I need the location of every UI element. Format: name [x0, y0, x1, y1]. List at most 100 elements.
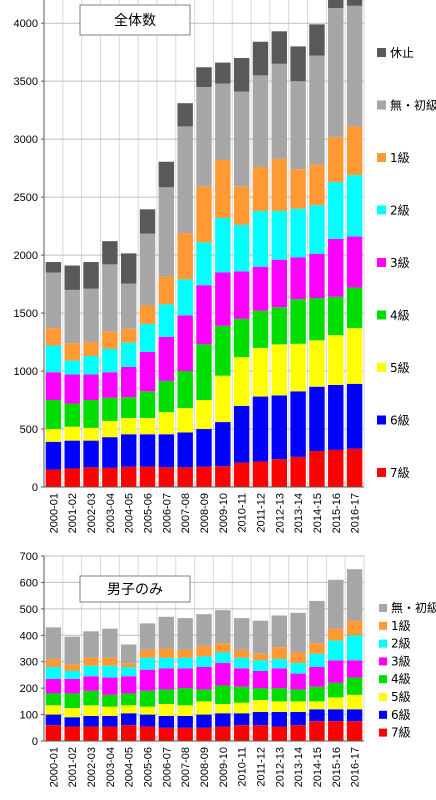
x-tick-label: 2003-04 — [105, 747, 117, 787]
bar-segment-2013-14-7 — [290, 612, 306, 653]
bar-segment-2010-11-1 — [233, 713, 250, 726]
bar-segment-2000-01-5 — [45, 345, 62, 373]
y-tick-label: 2000 — [14, 250, 38, 262]
chart-total-legend: 休止無・初級 1級 2級 3級 4級 5級 6級 7級 — [377, 46, 436, 480]
bar-segment-2013-14-1 — [290, 391, 306, 457]
bar-segment-2000-01-0 — [45, 725, 62, 741]
bar-segment-2007-08-7 — [177, 618, 193, 650]
x-tick-label: 2001-02 — [67, 747, 79, 787]
bar-segment-2012-13-4 — [271, 668, 288, 689]
bar-segment-2014-15-1 — [309, 709, 325, 722]
legend-swatch-4 — [379, 657, 387, 666]
bar-segment-2015-16-8 — [328, 0, 344, 9]
bar-segment-2008-09-7 — [196, 614, 212, 646]
bar-segment-2005-06-7 — [139, 233, 156, 306]
bar-segment-2016-17-5 — [346, 175, 363, 237]
bar-segment-2010-11-7 — [233, 618, 250, 650]
bar-segment-2009-10-3 — [215, 685, 231, 704]
bar-segment-2008-09-4 — [196, 285, 212, 345]
bar-segment-2012-13-7 — [271, 615, 288, 648]
bar-segment-2001-02-1 — [64, 440, 80, 469]
bar-segment-2011-12-4 — [252, 670, 269, 689]
bar-segment-2012-13-1 — [271, 711, 288, 727]
legend-swatch-0 — [377, 468, 386, 477]
x-tick-label: 2002-03 — [86, 747, 98, 787]
bar-segment-2013-14-0 — [290, 725, 306, 741]
legend-label-5: 2級 — [391, 637, 411, 651]
y-tick-label: 400 — [20, 630, 38, 642]
bar-segment-2015-16-0 — [328, 721, 344, 741]
bar-segment-2004-05-1 — [120, 434, 137, 467]
bar-segment-2013-14-7 — [290, 81, 306, 170]
bar-segment-2004-05-1 — [120, 713, 137, 726]
bar-segment-2007-08-2 — [177, 705, 193, 716]
bar-segment-2003-04-3 — [102, 397, 118, 421]
x-tick-label: 2006-07 — [161, 747, 173, 787]
bar-segment-2004-05-8 — [120, 253, 137, 284]
bar-segment-2004-05-4 — [120, 366, 137, 398]
bar-segment-2010-11-2 — [233, 357, 250, 406]
legend-label-0: 7級 — [391, 726, 411, 740]
bar-segment-2006-07-2 — [158, 704, 175, 716]
bar-segment-2009-10-4 — [215, 663, 231, 686]
legend-swatch-2 — [377, 363, 386, 372]
bar-segment-2003-04-6 — [102, 657, 118, 666]
bar-segment-2000-01-5 — [45, 667, 62, 679]
bar-segment-2009-10-0 — [215, 466, 231, 487]
bar-segment-2009-10-5 — [215, 652, 231, 664]
legend-label-1: 6級 — [391, 708, 411, 722]
bar-segment-2005-06-5 — [139, 657, 156, 670]
bar-segment-2011-12-1 — [252, 711, 269, 726]
bar-segment-2016-17-6 — [346, 620, 363, 636]
x-tick-label: 2008-09 — [199, 747, 211, 787]
y-tick-label: 0 — [32, 736, 38, 748]
bar-segment-2001-02-7 — [64, 636, 80, 665]
bar-segment-2002-03-4 — [83, 374, 99, 401]
x-tick-label: 2014-15 — [312, 493, 324, 533]
bar-segment-2002-03-0 — [83, 467, 99, 487]
bar-segment-2004-05-0 — [120, 466, 137, 487]
bar-segment-2016-17-5 — [346, 635, 363, 661]
bar-segment-2012-13-8 — [271, 31, 288, 64]
bar-segment-2001-02-4 — [64, 374, 80, 404]
y-tick-label: 2500 — [14, 192, 38, 204]
bar-segment-2006-07-6 — [158, 648, 175, 658]
bar-segment-2014-15-0 — [309, 451, 325, 487]
y-tick-label: 300 — [20, 657, 38, 669]
x-tick-label: 2008-09 — [199, 493, 211, 533]
bar-segment-2000-01-2 — [45, 429, 62, 442]
bar-segment-2007-08-0 — [177, 727, 193, 741]
bar-segment-2005-06-7 — [139, 623, 156, 650]
bar-segment-2006-07-7 — [158, 187, 175, 277]
bar-segment-2001-02-5 — [64, 670, 80, 679]
bar-segment-2010-11-8 — [233, 57, 250, 92]
bar-segment-2002-03-8 — [83, 262, 99, 289]
bar-segment-2001-02-5 — [64, 360, 80, 375]
bar-segment-2005-06-6 — [139, 305, 156, 325]
legend-label-6: 1級 — [391, 619, 411, 633]
bar-segment-2002-03-3 — [83, 400, 99, 428]
bar-segment-2005-06-6 — [139, 649, 156, 658]
bar-segment-2011-12-5 — [252, 211, 269, 267]
bar-segment-2008-09-5 — [196, 242, 212, 286]
x-tick-label: 2013-14 — [293, 493, 305, 533]
bar-segment-2013-14-6 — [290, 169, 306, 209]
bar-segment-2005-06-3 — [139, 690, 156, 707]
legend-swatch-6 — [377, 153, 386, 162]
legend-label-4: 3級 — [390, 256, 410, 270]
bar-segment-2004-05-3 — [120, 693, 137, 706]
y-tick-label: 500 — [20, 424, 38, 436]
bar-segment-2016-17-4 — [346, 236, 363, 288]
bar-segment-2007-08-7 — [177, 126, 193, 234]
bar-segment-2009-10-1 — [215, 422, 231, 467]
bar-segment-2015-16-6 — [328, 136, 344, 183]
bar-segment-2006-07-0 — [158, 727, 175, 741]
bar-segment-2006-07-7 — [158, 616, 175, 649]
bar-segment-2011-12-4 — [252, 266, 269, 311]
bar-segment-2013-14-5 — [290, 663, 306, 674]
x-tick-label: 2006-07 — [161, 493, 173, 533]
legend-swatch-7 — [377, 100, 386, 110]
bar-segment-2016-17-3 — [346, 287, 363, 329]
bar-segment-2007-08-2 — [177, 408, 193, 433]
x-tick-label: 2001-02 — [67, 493, 79, 533]
